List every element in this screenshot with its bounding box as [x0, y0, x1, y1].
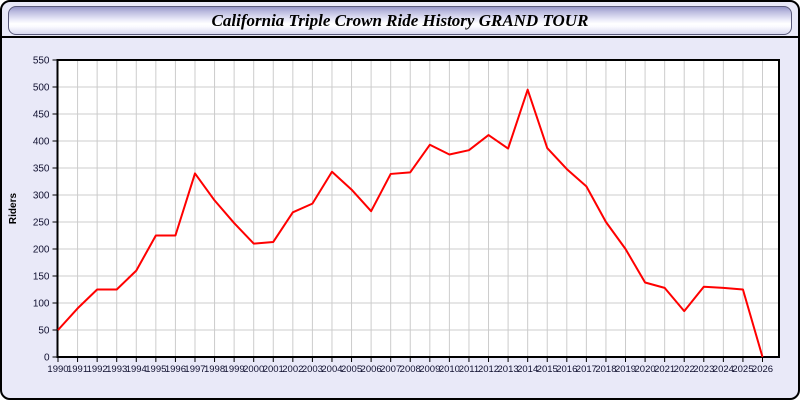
y-tick-label: 350 — [33, 164, 50, 175]
x-tick-label: 2019 — [615, 364, 636, 375]
x-tick-label: 1993 — [106, 364, 127, 375]
y-tick-label: 150 — [33, 272, 50, 283]
x-tick-label: 2023 — [693, 364, 714, 375]
x-tick-label: 2020 — [635, 364, 656, 375]
y-tick-label: 50 — [38, 326, 50, 337]
x-tick-label: 2009 — [419, 364, 440, 375]
x-tick-label: 2024 — [713, 364, 734, 375]
x-tick-label: 1996 — [165, 364, 186, 375]
plot-area — [57, 60, 779, 357]
x-tick-label: 2013 — [498, 364, 519, 375]
x-tick-label: 2001 — [263, 364, 284, 375]
x-tick-label: 2021 — [654, 364, 675, 375]
x-tick-label: 1990 — [47, 364, 68, 375]
x-tick-label: 2025 — [732, 364, 753, 375]
x-tick-label: 1995 — [145, 364, 166, 375]
y-tick-label: 550 — [33, 56, 50, 67]
y-tick-label: 100 — [33, 299, 50, 310]
x-tick-label: 1994 — [126, 364, 147, 375]
x-tick-label: 2006 — [361, 364, 382, 375]
x-tick-label: 2005 — [341, 364, 362, 375]
x-tick-label: 2003 — [302, 364, 323, 375]
page-title: California Triple Crown Ride History GRA… — [211, 11, 589, 30]
y-tick-label: 300 — [33, 191, 50, 202]
x-tick-label: 2008 — [400, 364, 421, 375]
plot-border — [56, 59, 780, 358]
x-tick-label: 2014 — [517, 364, 538, 375]
y-tick-label: 400 — [33, 137, 50, 148]
x-tick-label: 2017 — [576, 364, 597, 375]
x-tick-label: 2000 — [243, 364, 264, 375]
y-axis-title: Riders — [8, 193, 19, 225]
x-tick-label: 1997 — [184, 364, 205, 375]
chart-line — [57, 88, 764, 358]
x-tick-label: 2026 — [752, 364, 773, 375]
x-tick-label: 2011 — [459, 364, 479, 375]
title-bar: California Triple Crown Ride History GRA… — [8, 6, 792, 35]
x-tick-label: 2012 — [478, 364, 499, 375]
x-tick-label: 2002 — [282, 364, 303, 375]
x-tick-label: 2010 — [439, 364, 460, 375]
y-tick-label: 200 — [33, 245, 50, 256]
x-tick-label: 1991 — [67, 364, 88, 375]
x-tick-label: 2007 — [380, 364, 401, 375]
x-tick-label: 2015 — [537, 364, 558, 375]
x-tick-label: 2004 — [321, 364, 342, 375]
titlebar-separator — [2, 36, 798, 38]
y-tick-label: 450 — [33, 110, 50, 121]
x-tick-label: 2018 — [595, 364, 616, 375]
x-tick-label: 2022 — [674, 364, 695, 375]
x-tick-label: 1992 — [87, 364, 108, 375]
x-tick-label: 1999 — [224, 364, 245, 375]
y-tick-label: 0 — [44, 353, 50, 364]
y-tick-label: 250 — [33, 218, 50, 229]
x-tick-label: 1998 — [204, 364, 225, 375]
y-tick-label: 500 — [33, 83, 50, 94]
x-tick-label: 2016 — [556, 364, 577, 375]
